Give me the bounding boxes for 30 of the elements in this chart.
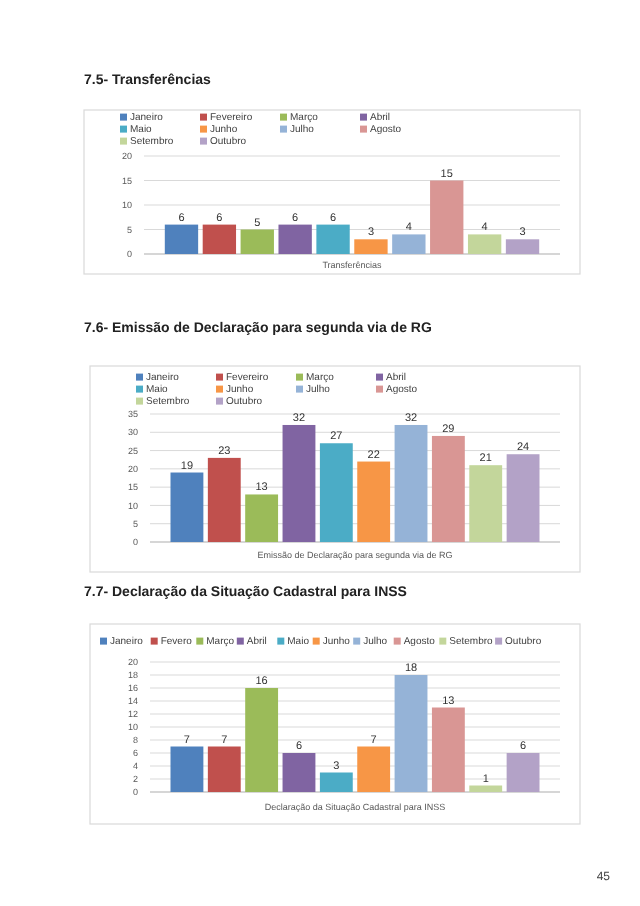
bar [394, 424, 428, 542]
bar [354, 239, 388, 254]
bar [431, 707, 465, 792]
bar [319, 443, 353, 542]
bar [506, 753, 540, 792]
bar [357, 746, 391, 792]
bar [394, 675, 428, 792]
bar [467, 234, 502, 254]
bar [506, 454, 540, 542]
bar [392, 234, 426, 254]
bar [431, 435, 465, 542]
bar [282, 424, 316, 542]
bar [282, 753, 316, 792]
bar [207, 457, 241, 542]
bar [357, 461, 391, 542]
bar [207, 746, 241, 792]
bar [170, 472, 204, 542]
bar [202, 224, 237, 254]
bar [469, 465, 503, 542]
bar [245, 494, 279, 542]
bar [245, 688, 279, 792]
bar [430, 180, 464, 254]
bar [170, 746, 204, 792]
bar [316, 224, 350, 254]
bar [164, 224, 199, 254]
bar [278, 224, 312, 254]
bar [319, 772, 353, 792]
bar [240, 229, 274, 254]
bar [469, 785, 503, 792]
bar [505, 239, 540, 254]
